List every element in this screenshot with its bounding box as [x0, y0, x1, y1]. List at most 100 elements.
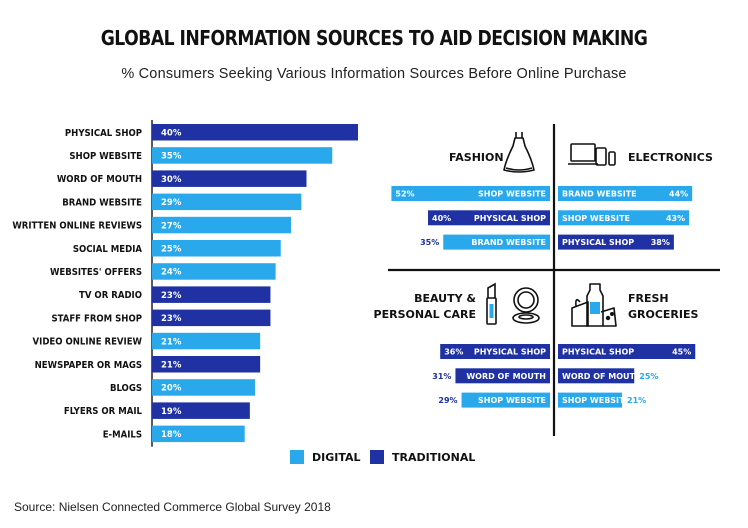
panel-bar: [558, 392, 623, 408]
panel-bar-label: SHOP WEBSITE: [562, 214, 630, 223]
legend-label: TRADITIONAL: [392, 451, 475, 464]
panel-bar-value: 44%: [669, 190, 688, 199]
cosmetics-icon: [486, 282, 540, 325]
bar: [152, 263, 276, 280]
bar: [152, 170, 307, 187]
panel-bar-value: 21%: [627, 396, 646, 405]
panel-bar-value: 52%: [395, 190, 414, 199]
legend-swatch: [290, 450, 304, 464]
category-label: FLYERS OR MAIL: [64, 406, 143, 417]
panel-bar-label: SHOP WEBSITE: [478, 396, 546, 405]
bar: [152, 240, 281, 257]
panel-bar-label: PHYSICAL SHOP: [474, 348, 546, 357]
bar: [152, 425, 245, 443]
panel-bar-value: 35%: [420, 238, 439, 247]
bar-value-label: 35%: [161, 152, 182, 162]
chart-title: GLOBAL INFORMATION SOURCES TO AID DECISI…: [100, 26, 648, 50]
panel-title: FASHION: [449, 151, 504, 164]
groceries-icon: [571, 283, 617, 327]
category-icons: [486, 132, 617, 327]
dress-icon: [503, 132, 535, 173]
category-label: TV OR RADIO: [79, 290, 142, 301]
panel-bar: [440, 344, 550, 359]
panel-bar-value: 45%: [672, 348, 691, 357]
panel-bar: [428, 210, 550, 226]
panel-bar-label: PHYSICAL SHOP: [474, 214, 546, 223]
panel-bar-value: 40%: [432, 214, 451, 223]
bar-value-label: 25%: [161, 244, 182, 254]
panel-bar: [558, 368, 635, 384]
bar-value-label: 30%: [161, 175, 182, 185]
category-label: WRITTEN ONLINE REVIEWS: [12, 221, 142, 232]
category-label: E-MAILS: [103, 429, 142, 440]
panel-bar-value: 36%: [444, 348, 463, 357]
panel-bar-value: 31%: [432, 372, 451, 381]
category-label: PHYSICAL SHOP: [65, 128, 142, 139]
chart-subtitle: % Consumers Seeking Various Information …: [121, 66, 627, 82]
bar: [152, 193, 302, 211]
panel-bar-label: PHYSICAL SHOP: [562, 348, 634, 357]
bar: [152, 216, 292, 234]
panel-title: ELECTRONICS: [628, 151, 713, 164]
panel-bar: [558, 344, 696, 359]
bar: [152, 379, 255, 396]
bar: [152, 309, 271, 327]
bar: [152, 147, 333, 164]
panel-bar-label: WORD OF MOUTH: [466, 372, 546, 381]
legend-label: DIGITAL: [312, 451, 361, 464]
panel-bar: [558, 186, 693, 201]
category-label: SHOP WEBSITE: [69, 151, 142, 162]
bar: [152, 286, 271, 303]
bar-value-label: 29%: [161, 198, 182, 208]
panel-bar-label: SHOP WEBSITE: [478, 190, 546, 199]
category-label: SOCIAL MEDIA: [73, 244, 143, 255]
legend-swatch: [370, 450, 384, 464]
bar: [152, 124, 358, 141]
category-label: NEWSPAPER OR MAGS: [35, 360, 142, 371]
category-label: WEBSITES' OFFERS: [50, 267, 142, 278]
panel-title: GROCERIES: [628, 308, 699, 321]
bar: [152, 356, 261, 373]
panel-title: FRESH: [628, 292, 669, 305]
bar: [152, 332, 261, 350]
panel-bar: [443, 234, 550, 250]
panel-bar: [558, 210, 690, 226]
category-label: STAFF FROM SHOP: [51, 313, 142, 324]
panel-title: PERSONAL CARE: [374, 308, 476, 321]
panel-bar-value: 38%: [651, 238, 670, 247]
panel-title: BEAUTY &: [414, 292, 476, 305]
bar-value-label: 27%: [161, 221, 182, 231]
main-bar-chart: PHYSICAL SHOP 40% SHOP WEBSITE 35% WORD OF M…: [12, 120, 358, 447]
panel-bar-value: 25%: [639, 372, 658, 381]
panel-bar-label: SHOP WEBSITE: [562, 396, 630, 405]
category-label: BRAND WEBSITE: [62, 197, 142, 208]
bar-value-label: 20%: [161, 384, 182, 394]
bar: [152, 402, 250, 419]
panel-bar-label: WORD OF MOUTH: [562, 372, 642, 381]
panel-bar-label: BRAND WEBSITE: [562, 190, 637, 199]
bar-value-label: 18%: [161, 430, 182, 440]
bar-value-label: 21%: [161, 337, 182, 347]
devices-icon: [568, 143, 616, 166]
panel-bar-label: BRAND WEBSITE: [471, 238, 546, 247]
bar-value-label: 24%: [161, 268, 182, 278]
legend: DIGITAL TRADITIONAL: [290, 450, 475, 464]
bar-value-label: 23%: [161, 291, 182, 301]
bar-value-label: 40%: [161, 128, 182, 138]
panel-bar-value: 43%: [666, 214, 685, 223]
bar-value-label: 21%: [161, 360, 182, 370]
panel-bar: [461, 392, 550, 408]
category-panels: FASHION SHOP WEBSITE 52% PHYSICAL SHOP 40% BR…: [374, 124, 720, 436]
bar-value-label: 19%: [161, 407, 182, 417]
panel-bar: [455, 368, 550, 384]
panel-bar-label: PHYSICAL SHOP: [562, 238, 634, 247]
panel-bar: [558, 234, 674, 250]
bar-value-label: 23%: [161, 314, 182, 324]
category-label: WORD OF MOUTH: [57, 174, 142, 185]
category-label: VIDEO ONLINE REVIEW: [33, 337, 143, 348]
category-label: BLOGS: [110, 383, 142, 394]
panel-bar: [391, 186, 550, 201]
source-note: Source: Nielsen Connected Commerce Globa…: [14, 500, 331, 514]
panel-bar-value: 29%: [438, 396, 457, 405]
